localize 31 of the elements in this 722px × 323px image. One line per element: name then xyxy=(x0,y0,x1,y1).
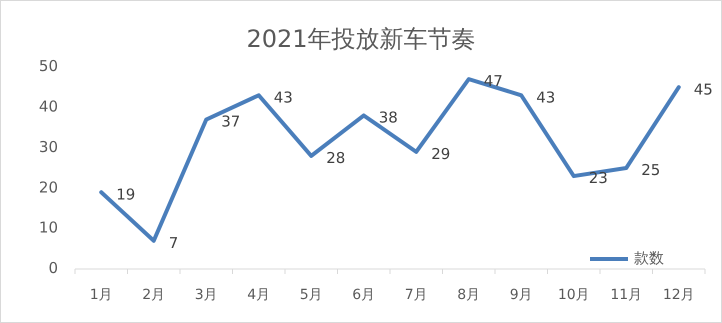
x-tick-label: 8月 xyxy=(457,287,480,303)
data-label: 37 xyxy=(221,112,240,131)
y-tick-label: 40 xyxy=(38,97,58,116)
y-tick-label: 20 xyxy=(38,178,58,196)
x-tick-label: 3月 xyxy=(194,287,218,303)
x-tick-label: 4月 xyxy=(247,287,270,303)
x-tick-label: 11月 xyxy=(610,287,642,303)
x-tick-label: 9月 xyxy=(510,287,533,303)
data-label: 19 xyxy=(116,185,136,204)
y-tick-label: 30 xyxy=(38,138,58,156)
data-label: 43 xyxy=(274,88,293,106)
data-label: 29 xyxy=(431,144,450,163)
x-tick-label: 10月 xyxy=(558,287,590,303)
title: 2021年投放新车节奏 xyxy=(246,25,476,53)
data-label: 7 xyxy=(168,234,178,252)
legend-label: 款数 xyxy=(634,249,664,268)
data-label: 45 xyxy=(694,80,713,98)
x-tick-label: 1月 xyxy=(90,287,113,303)
y-tick-label: 10 xyxy=(38,218,58,237)
x-tick-label: 2月 xyxy=(142,287,166,303)
x-tick-label: 12月 xyxy=(662,287,695,303)
y-tick-label: 0 xyxy=(48,259,58,278)
x-tick-label: 6月 xyxy=(352,287,376,303)
data-label: 43 xyxy=(536,88,556,106)
data-label: 23 xyxy=(588,169,608,188)
data-label: 25 xyxy=(641,161,660,180)
x-tick-label: 7月 xyxy=(404,287,428,303)
data-label: 28 xyxy=(326,148,346,167)
y-tick-label: 50 xyxy=(38,57,58,76)
data-label: 38 xyxy=(378,108,398,127)
x-tick-label: 5月 xyxy=(300,287,323,303)
